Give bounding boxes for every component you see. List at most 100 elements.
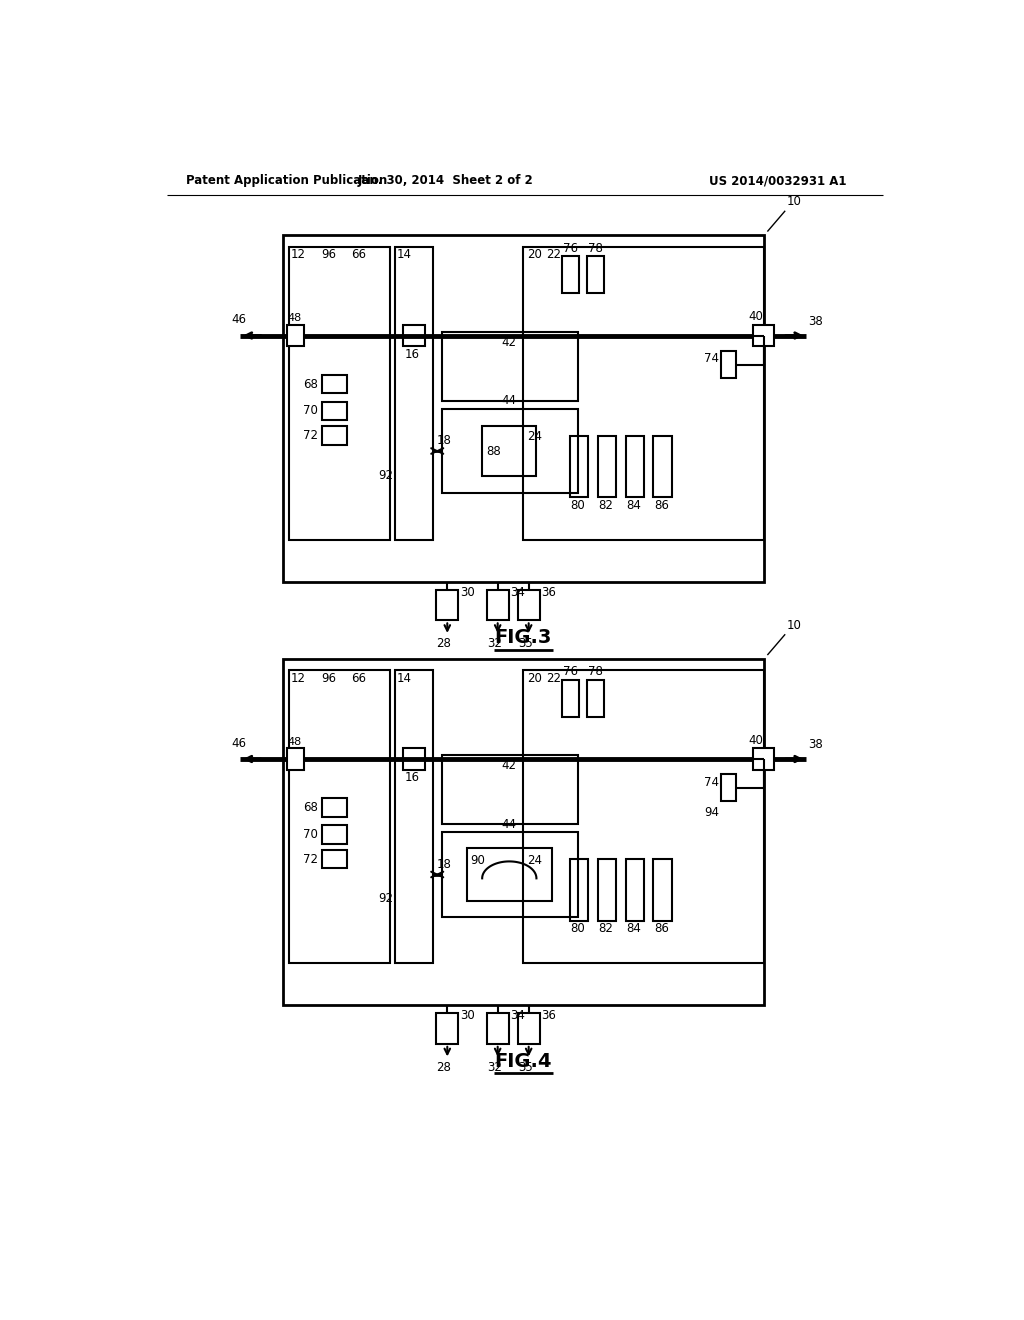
Bar [598, 436, 616, 498]
Bar [721, 775, 736, 801]
Text: 40: 40 [749, 310, 764, 323]
Bar [523, 671, 764, 964]
Bar [322, 375, 346, 393]
Text: 10: 10 [786, 619, 802, 632]
Text: 38: 38 [809, 314, 823, 327]
Bar [626, 859, 644, 921]
Text: 10: 10 [786, 195, 802, 209]
Bar [322, 426, 346, 445]
Bar [322, 850, 346, 869]
Text: 88: 88 [486, 445, 501, 458]
Text: 78: 78 [588, 242, 602, 255]
Text: 20: 20 [527, 672, 542, 685]
Text: 96: 96 [322, 248, 337, 261]
Bar [283, 235, 764, 582]
Text: 12: 12 [291, 248, 306, 261]
Text: US 2014/0032931 A1: US 2014/0032931 A1 [710, 174, 847, 187]
Text: 76: 76 [563, 665, 578, 678]
Bar [626, 436, 644, 498]
Text: FIG.3: FIG.3 [495, 628, 552, 647]
Text: 82: 82 [598, 499, 613, 512]
Bar [436, 1014, 458, 1044]
Bar [442, 409, 578, 494]
Text: 68: 68 [303, 801, 318, 814]
Bar [442, 755, 578, 825]
Bar [587, 680, 604, 717]
Bar [287, 325, 304, 346]
Text: 36: 36 [541, 586, 556, 599]
Text: 14: 14 [397, 672, 412, 685]
Text: 18: 18 [436, 858, 452, 871]
Bar [562, 256, 579, 293]
Text: 35: 35 [518, 1061, 532, 1074]
Text: 24: 24 [527, 430, 542, 444]
Text: 32: 32 [486, 638, 502, 651]
Text: 92: 92 [378, 469, 393, 482]
Text: 78: 78 [588, 665, 602, 678]
Text: 96: 96 [322, 672, 337, 685]
Bar [436, 590, 458, 620]
Bar [721, 351, 736, 378]
Text: 72: 72 [303, 429, 318, 442]
Bar [569, 859, 589, 921]
Bar [569, 436, 589, 498]
Text: 22: 22 [547, 248, 561, 261]
Text: 44: 44 [502, 817, 517, 830]
Text: 40: 40 [749, 734, 764, 747]
Text: 28: 28 [436, 638, 452, 651]
Text: 30: 30 [460, 586, 474, 599]
Bar [287, 748, 304, 770]
Text: 44: 44 [502, 395, 517, 407]
Text: 84: 84 [627, 923, 641, 936]
Bar [289, 247, 390, 540]
Bar [467, 847, 552, 902]
Bar [598, 859, 616, 921]
Bar [753, 325, 774, 346]
Text: 82: 82 [598, 923, 613, 936]
Bar [322, 825, 346, 843]
Text: 38: 38 [809, 738, 823, 751]
Text: 46: 46 [231, 737, 246, 750]
Text: FIG.4: FIG.4 [495, 1052, 552, 1071]
Text: Patent Application Publication: Patent Application Publication [186, 174, 387, 187]
Text: 14: 14 [397, 248, 412, 261]
Text: 48: 48 [288, 313, 302, 323]
Text: 94: 94 [703, 807, 719, 820]
Text: 18: 18 [436, 434, 452, 447]
Bar [653, 859, 672, 921]
Text: 72: 72 [303, 853, 318, 866]
Bar [486, 1014, 509, 1044]
Bar [523, 247, 764, 540]
Bar [289, 671, 390, 964]
Text: 35: 35 [518, 638, 532, 651]
Bar [753, 748, 774, 770]
Bar [486, 590, 509, 620]
Bar [403, 325, 425, 346]
Bar [482, 426, 537, 477]
Bar [403, 748, 425, 770]
Text: 70: 70 [303, 828, 318, 841]
Text: 16: 16 [404, 348, 420, 360]
Text: 24: 24 [527, 854, 542, 867]
Text: 66: 66 [351, 672, 367, 685]
Text: 92: 92 [378, 892, 393, 906]
Text: 20: 20 [527, 248, 542, 261]
Text: 70: 70 [303, 404, 318, 417]
Bar [518, 590, 540, 620]
Text: 34: 34 [510, 586, 525, 599]
Text: 34: 34 [510, 1010, 525, 1022]
Text: 68: 68 [303, 378, 318, 391]
Bar [562, 680, 579, 717]
Text: 32: 32 [486, 1061, 502, 1074]
Text: 90: 90 [471, 854, 485, 867]
Text: 74: 74 [703, 776, 719, 788]
Text: 80: 80 [570, 923, 586, 936]
Text: 30: 30 [460, 1010, 474, 1022]
Text: 28: 28 [436, 1061, 452, 1074]
Text: 42: 42 [502, 335, 517, 348]
Text: 48: 48 [288, 737, 302, 747]
Text: 80: 80 [570, 499, 586, 512]
Bar [587, 256, 604, 293]
Text: 74: 74 [703, 352, 719, 366]
Text: 84: 84 [627, 499, 641, 512]
